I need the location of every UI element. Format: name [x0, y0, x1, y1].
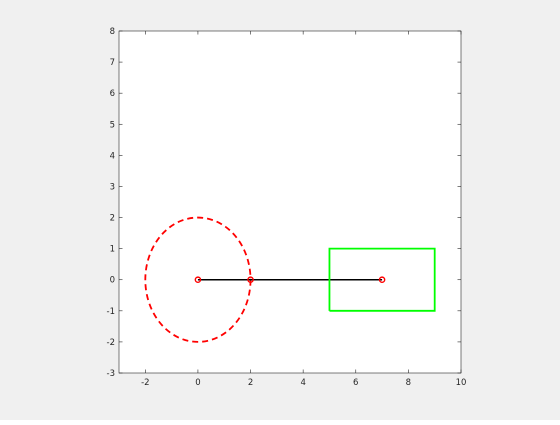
x-tick-label: 4 — [300, 378, 305, 388]
y-tick-label: -3 — [107, 369, 115, 379]
y-tick-label: 7 — [110, 58, 115, 68]
x-axis: -2 0 2 4 6 8 10 — [141, 31, 466, 388]
x-tick-label: 8 — [406, 378, 411, 388]
y-tick-label: 6 — [110, 89, 115, 99]
rectangle-series — [328, 247, 436, 312]
y-tick-label: 4 — [110, 151, 115, 161]
y-axis: -3 -2 -1 0 1 2 3 4 5 6 7 8 — [107, 27, 461, 379]
x-tick-label: 2 — [248, 378, 253, 388]
y-tick-label: 0 — [110, 276, 115, 286]
y-tick-label: 8 — [110, 27, 115, 37]
data-point — [247, 276, 254, 284]
y-tick-label: -1 — [107, 307, 115, 317]
x-tick-label: -2 — [141, 378, 149, 388]
y-tick-label: -2 — [107, 338, 115, 348]
y-tick-label: 3 — [110, 182, 115, 192]
x-tick-label: 0 — [195, 378, 200, 388]
data-layer — [144, 216, 436, 343]
plot-area — [119, 31, 461, 373]
data-point — [378, 276, 386, 284]
y-tick-label: 5 — [110, 120, 115, 130]
x-tick-label: 10 — [456, 378, 467, 388]
x-tick-label: 6 — [353, 378, 358, 388]
axes-box — [118, 30, 462, 374]
y-tick-label: 1 — [110, 245, 115, 255]
data-point — [194, 276, 202, 284]
y-tick-label: 2 — [110, 214, 115, 224]
